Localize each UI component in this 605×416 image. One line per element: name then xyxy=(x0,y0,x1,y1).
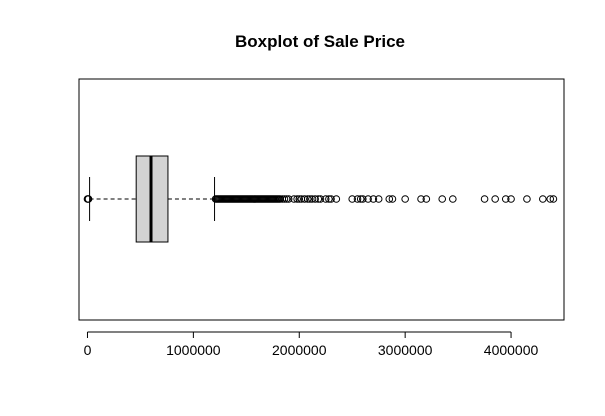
outlier-point xyxy=(348,195,357,203)
outlier-point xyxy=(507,195,515,203)
outlier-point xyxy=(290,195,298,203)
plot-area-frame xyxy=(78,78,565,321)
outlier-point xyxy=(480,195,489,203)
outlier-point xyxy=(325,195,333,203)
outlier-point xyxy=(311,195,319,203)
outlier-point xyxy=(84,195,93,203)
outlier-point xyxy=(438,195,447,203)
outlier-point xyxy=(280,195,289,203)
outlier-point xyxy=(422,195,431,203)
outlier-point xyxy=(523,195,531,203)
outlier-point xyxy=(295,195,304,203)
chart-title: Boxplot of Sale Price xyxy=(235,32,405,51)
outlier-point xyxy=(549,195,558,203)
outlier-point xyxy=(356,195,365,203)
box-group xyxy=(89,155,216,243)
x-tick-label: 4000000 xyxy=(484,342,539,358)
outlier-point xyxy=(332,195,341,203)
outlier-point xyxy=(374,195,383,203)
outlier-point xyxy=(358,195,367,203)
outlier-point xyxy=(417,195,425,203)
outlier-point xyxy=(388,195,397,203)
outlier-point xyxy=(282,195,291,203)
x-axis: 0 1000000 2000000 3000000 4000000 xyxy=(84,331,539,358)
outlier-point xyxy=(314,195,323,203)
outlier-point xyxy=(327,195,335,203)
x-tick-label: 1000000 xyxy=(166,342,221,358)
outlier-point xyxy=(321,195,330,203)
outlier-point xyxy=(284,195,293,203)
outlier-point xyxy=(300,195,309,203)
outlier-point xyxy=(369,195,378,203)
outlier-point xyxy=(293,195,301,203)
x-tick-label: 3000000 xyxy=(378,342,433,358)
outlier-point xyxy=(501,195,510,203)
outlier-point xyxy=(364,195,372,203)
x-tick-label: 2000000 xyxy=(272,342,327,358)
outlier-point xyxy=(449,195,457,203)
outlier-point xyxy=(353,195,362,203)
outlier-point xyxy=(316,195,325,203)
outlier-point xyxy=(306,195,314,203)
outlier-point xyxy=(303,195,312,203)
x-tick-label: 0 xyxy=(84,342,92,358)
outlier-point xyxy=(385,195,394,203)
outlier-point xyxy=(401,195,409,203)
outlier-point xyxy=(546,195,555,203)
outliers-group xyxy=(83,195,558,203)
outlier-point xyxy=(539,195,547,203)
outlier-point xyxy=(491,195,499,203)
